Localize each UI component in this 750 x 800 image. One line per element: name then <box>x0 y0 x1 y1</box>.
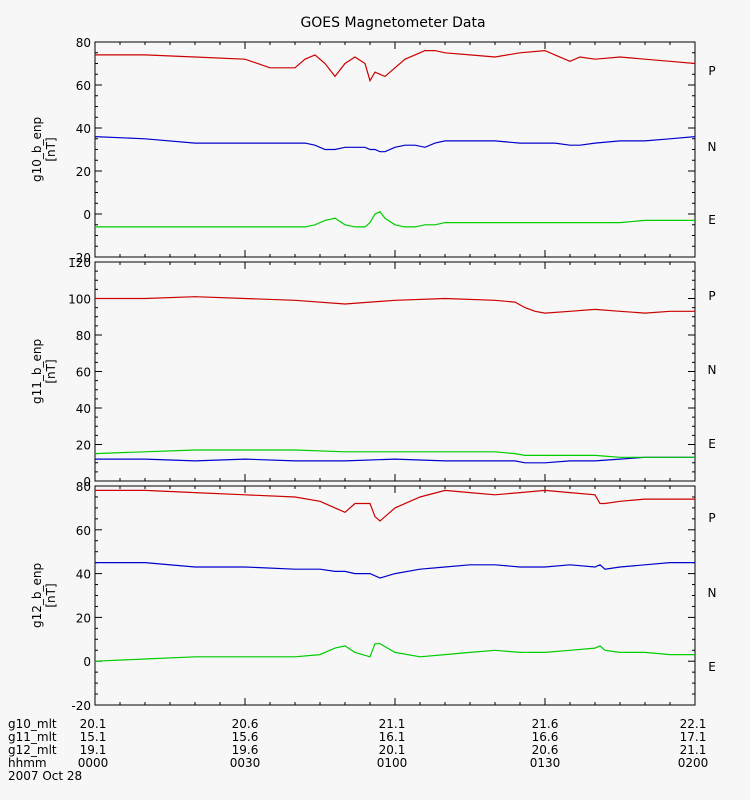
footer-value: 0200 <box>678 756 709 770</box>
chart-title: GOES Magnetometer Data <box>300 15 485 31</box>
y-tick-label: 20 <box>76 165 91 179</box>
footer-value: 20.6 <box>532 743 559 757</box>
plot-frame <box>94 261 696 482</box>
footer-date: 2007 Oct 28 <box>8 769 82 783</box>
plot-frame <box>94 485 696 706</box>
channel-label-E: E <box>708 437 716 451</box>
series-line-E <box>95 211 695 228</box>
y-tick-label: 80 <box>76 329 91 343</box>
series-line-N <box>95 456 695 464</box>
footer-value: 17.1 <box>680 730 707 744</box>
series-line-N <box>95 561 695 579</box>
series-line-E <box>94 449 695 458</box>
y-tick-label: 0 <box>83 208 91 222</box>
y-tick-label: 60 <box>76 366 91 380</box>
footer-value: 0030 <box>230 756 261 770</box>
y-tick-label: -20 <box>71 251 91 265</box>
y-tick-label: 80 <box>76 480 91 494</box>
footer-value: 21.6 <box>532 717 559 731</box>
footer-value: 19.1 <box>80 743 107 757</box>
y-tick-label: 40 <box>76 122 91 136</box>
y-axis-unit: [nT] <box>44 583 58 607</box>
series-line-P <box>95 49 696 83</box>
footer-value: 20.6 <box>232 717 259 731</box>
footer-row-label: hhmm <box>8 756 47 770</box>
channel-label-E: E <box>708 213 716 227</box>
channel-label-P: P <box>708 64 715 78</box>
series-line-E <box>94 643 695 662</box>
channel-label-P: P <box>708 511 715 525</box>
footer-value: 15.6 <box>232 730 259 744</box>
footer-value: 22.1 <box>680 717 707 731</box>
y-tick-label: 80 <box>76 36 91 50</box>
footer-row-label: g12_mlt <box>8 743 57 757</box>
y-axis-label: g11_b_enp <box>30 339 44 404</box>
y-tick-label: 0 <box>83 655 91 669</box>
series-line-N <box>94 136 696 153</box>
channel-label-N: N <box>708 140 717 154</box>
y-tick-label: 40 <box>76 568 91 582</box>
footer-row-label: g10_mlt <box>8 717 57 731</box>
y-tick-label: 20 <box>76 439 91 453</box>
y-tick-label: 60 <box>76 79 91 93</box>
y-axis-unit: [nT] <box>44 137 58 161</box>
y-tick-label: 100 <box>68 293 91 307</box>
y-axis-unit: [nT] <box>44 359 58 383</box>
footer-value: 0130 <box>530 756 561 770</box>
footer-value: 16.1 <box>379 730 406 744</box>
channel-label-P: P <box>708 289 715 303</box>
footer-value: 16.6 <box>532 730 559 744</box>
footer-value: 21.1 <box>680 743 707 757</box>
footer-value: 21.1 <box>379 717 406 731</box>
footer-value: 0000 <box>78 756 109 770</box>
channel-label-N: N <box>708 586 717 600</box>
y-tick-label: 120 <box>68 256 91 270</box>
y-axis-label: g10_b_enp <box>30 117 44 182</box>
panel-1: -20 0 20 40 60 80 g10_b_enp [nT] P N E <box>30 36 716 265</box>
y-tick-label: 40 <box>76 402 91 416</box>
footer-value: 20.1 <box>379 743 406 757</box>
footer-value: 15.1 <box>80 730 107 744</box>
y-tick-label: 60 <box>76 524 91 538</box>
footer-row-label: g11_mlt <box>8 730 57 744</box>
panel-3: -20 0 20 40 60 80 g12_b_enp [nT] P N E <box>30 480 716 713</box>
panel-2: 0 20 40 60 80 100 120 g11_b_enp [nT] P N E <box>30 256 716 489</box>
channel-label-N: N <box>708 363 717 377</box>
series-line-P <box>95 489 695 522</box>
footer-value: 19.6 <box>232 743 259 757</box>
y-axis-label: g12_b_enp <box>30 563 44 628</box>
y-tick-label: 20 <box>76 611 91 625</box>
y-tick-label: 0 <box>83 475 91 489</box>
footer-time-axis: g10_mlt 20.1 20.6 21.1 21.6 22.1 g11_mlt 15.1 15… <box>8 717 708 770</box>
y-tick-label: -20 <box>71 699 91 713</box>
channel-label-E: E <box>708 660 716 674</box>
footer-value: 0100 <box>377 756 408 770</box>
footer-value: 20.1 <box>80 717 107 731</box>
series-line-P <box>95 296 695 314</box>
